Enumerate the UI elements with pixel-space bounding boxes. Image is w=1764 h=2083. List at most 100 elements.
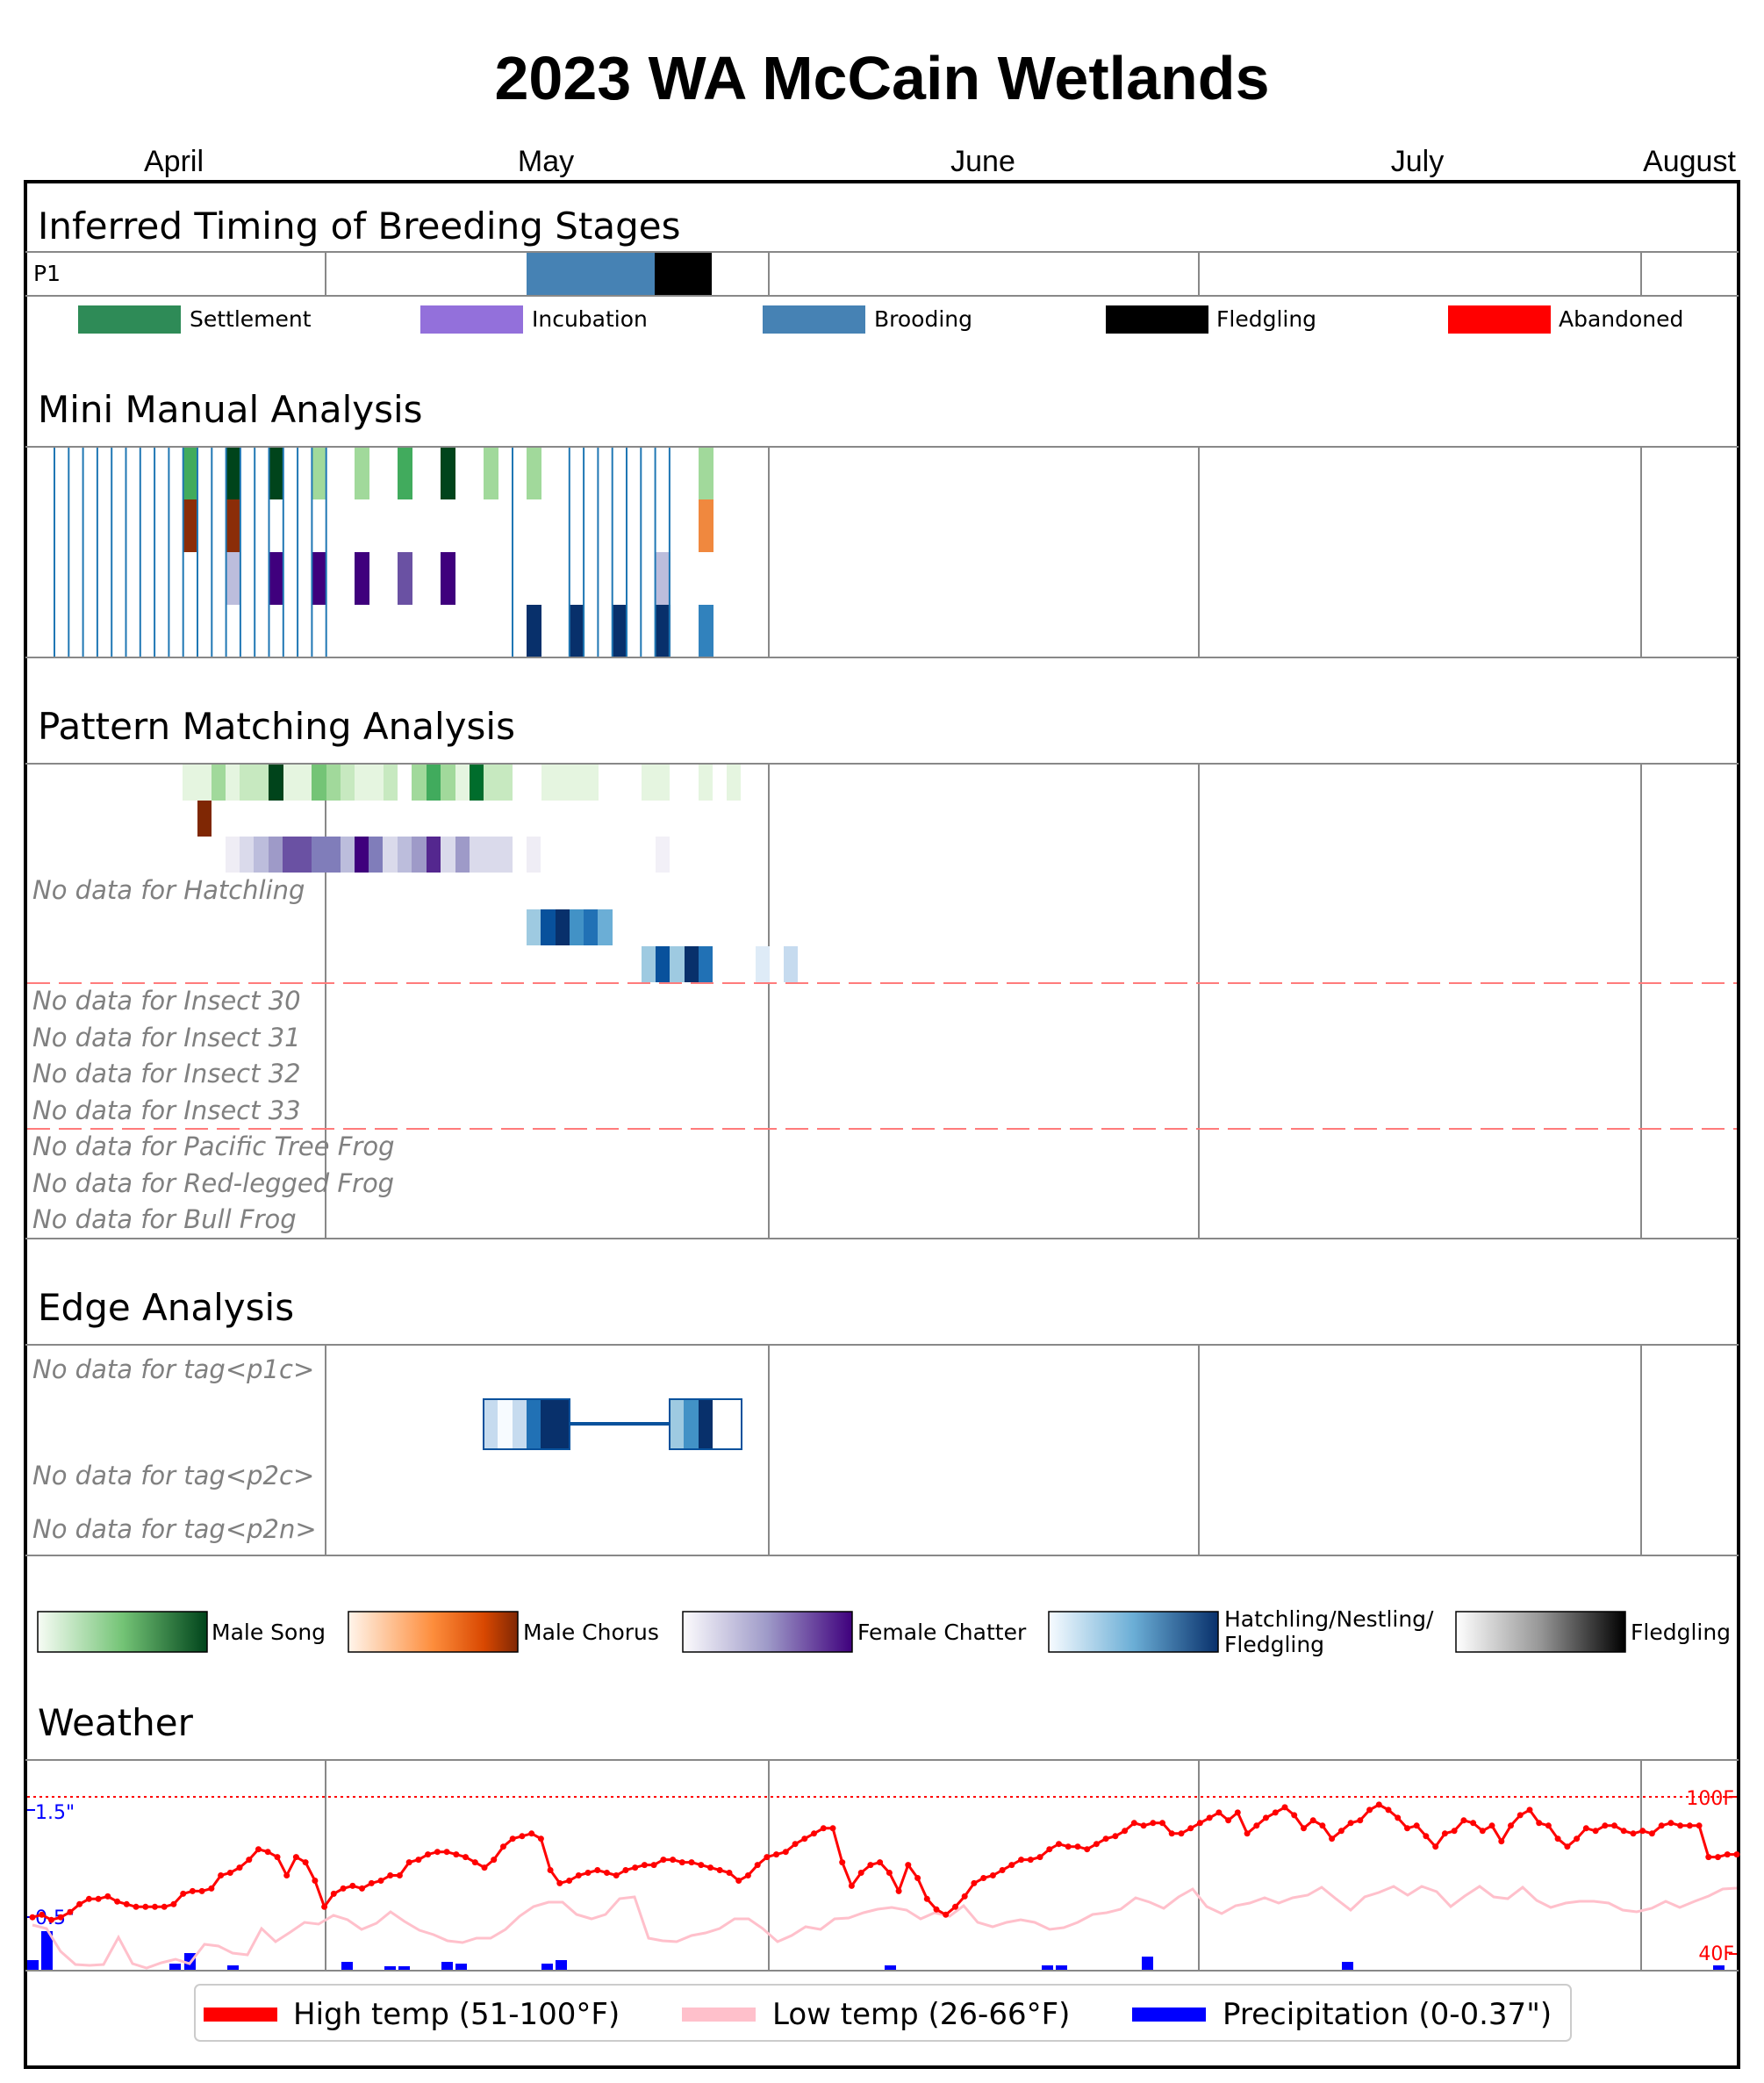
high-temp-point (302, 1859, 309, 1866)
high-temp-point (1309, 1817, 1316, 1824)
high-temp-point (1564, 1843, 1571, 1850)
high-temp-point (39, 1911, 46, 1918)
pattern-cell (756, 946, 770, 982)
high-temp-point (1337, 1828, 1345, 1835)
precip-bar (455, 1964, 467, 1970)
pattern-cell (727, 765, 741, 801)
high-temp-point (1196, 1820, 1203, 1827)
pattern-cell (656, 837, 670, 873)
pattern-cell (556, 909, 570, 945)
high-temp-point (1084, 1846, 1091, 1853)
high-temp-point (246, 1857, 253, 1864)
high-temp-point (764, 1854, 771, 1861)
high-temp-point (1508, 1822, 1514, 1829)
pattern-cell (455, 837, 470, 873)
high-temp-point (509, 1835, 516, 1842)
colorbar-label: Male Chorus (523, 1620, 659, 1645)
high-temp-point (905, 1862, 912, 1869)
high-temp-point (1733, 1851, 1740, 1858)
high-temp-point (537, 1835, 544, 1842)
high-temp-point (754, 1862, 761, 1869)
high-temp-point (1225, 1817, 1232, 1824)
high-temp-point (1347, 1820, 1354, 1827)
mini-cell (699, 448, 713, 499)
high-temp-point (453, 1851, 460, 1858)
high-temp-point (829, 1825, 836, 1832)
pattern-cell (470, 765, 484, 801)
high-temp-point (1432, 1843, 1439, 1850)
high-temp-point (359, 1885, 365, 1892)
high-temp-point (1648, 1830, 1655, 1837)
high-temp-point (1206, 1814, 1213, 1821)
high-temp-point (1423, 1833, 1430, 1840)
no-data-label: No data for Red-legged Frog (32, 1168, 394, 1198)
high-temp-point (180, 1890, 187, 1897)
high-temp-point (1281, 1804, 1288, 1811)
precip-bar (384, 1966, 396, 1970)
no-data-label: No data for Hatchling (32, 875, 305, 905)
high-temp-point (1526, 1806, 1533, 1814)
pattern-cell (283, 837, 312, 873)
mini-cell (441, 552, 455, 605)
high-temp-point (528, 1830, 535, 1837)
pattern-cell (312, 837, 341, 873)
mini-cell (312, 448, 326, 499)
high-temp-point (1385, 1806, 1392, 1814)
mini-cells (183, 448, 713, 657)
colorbar-male-song (37, 1611, 208, 1653)
high-temp-point (1470, 1820, 1477, 1827)
high-temp-point (415, 1857, 422, 1864)
high-temp-point (443, 1849, 450, 1856)
colorbar-label: Female Chatter (857, 1620, 1027, 1645)
high-temp-point (321, 1903, 328, 1910)
pattern-cell (384, 765, 398, 801)
section-title-weather: Weather (38, 1701, 194, 1744)
mini-cell (613, 605, 627, 657)
precip-axis-label: 1.5" (35, 1802, 75, 1824)
mini-cell (355, 448, 369, 499)
high-temp-point (604, 1870, 610, 1876)
pattern-cell (670, 946, 685, 982)
mini-cell (269, 552, 283, 605)
edge-block-1 (483, 1398, 570, 1450)
high-temp-point (1630, 1830, 1637, 1837)
high-temp-point (792, 1841, 799, 1848)
high-temp-point (208, 1885, 215, 1892)
high-temp-point (650, 1862, 657, 1869)
high-temp-point (1018, 1857, 1025, 1864)
high-temp-point (867, 1862, 874, 1869)
high-temp-point (405, 1859, 412, 1866)
high-temp-point (491, 1857, 498, 1864)
legend-swatch-fledgling (1106, 305, 1208, 334)
high-temp-point (1602, 1822, 1609, 1829)
high-temp-point (933, 1906, 940, 1913)
colorbar-legend: Male Song Male Chorus Female Chatter Hat… (37, 1606, 1731, 1657)
weather-panel: 1.5" 0.5" 100F 40F (25, 1759, 1740, 1972)
mini-cell (183, 448, 197, 499)
month-label: August (1643, 145, 1736, 178)
colorbar-label: Hatchling/Nestling/ (1224, 1606, 1434, 1632)
pattern-cell (226, 837, 240, 873)
mini-cell (226, 448, 240, 499)
mini-cell (183, 499, 197, 552)
high-temp-point (820, 1825, 827, 1832)
high-temp-point (848, 1882, 855, 1889)
high-temp-point (1705, 1854, 1712, 1861)
pattern-cell (269, 765, 283, 801)
pattern-cell (584, 909, 598, 945)
breeding-row: P1 (25, 251, 1739, 297)
no-data-label: No data for tag<p2n> (32, 1514, 317, 1544)
high-temp-point (425, 1851, 432, 1858)
legend-label-high-temp: High temp (51-100°F) (293, 1997, 620, 2032)
high-temp-point (1178, 1830, 1185, 1837)
high-temp-point (1441, 1830, 1448, 1837)
precip-bar (1142, 1957, 1153, 1970)
high-temp-point (1536, 1820, 1543, 1827)
high-temp-point (1582, 1825, 1589, 1832)
no-data-label: No data for Bull Frog (32, 1204, 297, 1234)
high-temp-point (142, 1903, 149, 1910)
high-temp-point (255, 1846, 262, 1853)
no-data-label: No data for Pacific Tree Frog (32, 1131, 395, 1161)
pattern-cell (226, 765, 240, 801)
high-temp-point (471, 1859, 478, 1866)
